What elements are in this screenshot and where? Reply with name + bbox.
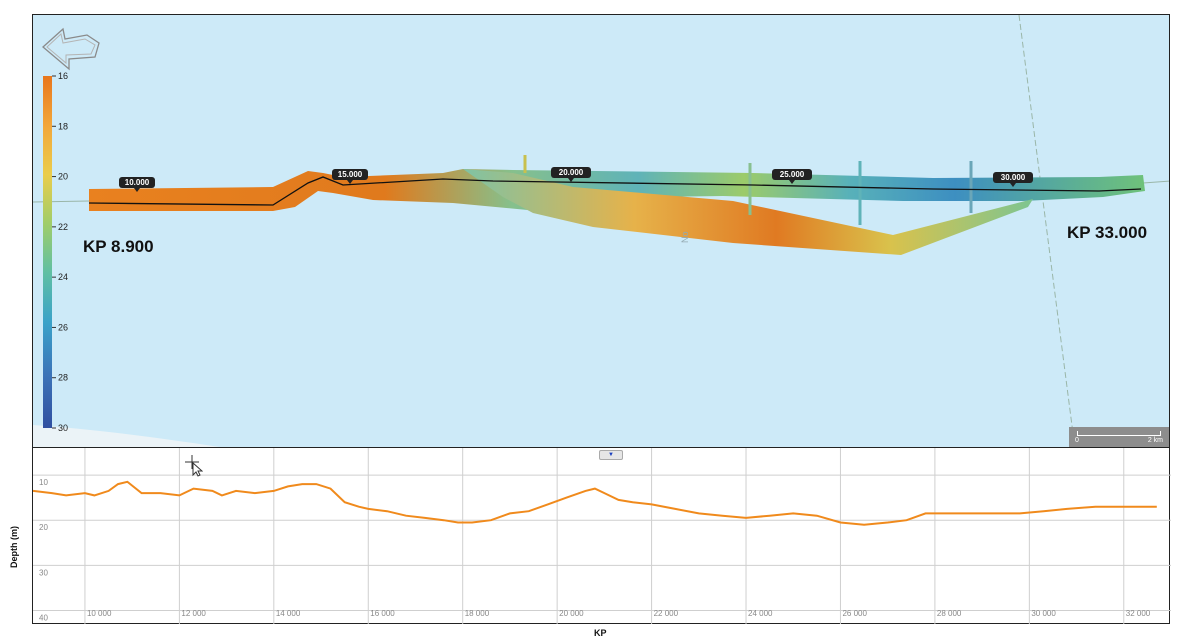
y-tick-label: 40: [39, 613, 48, 622]
map-view[interactable]: 10.000 15.000 20.000 25.000 30.000 No 16…: [32, 14, 1170, 448]
map-text: No: [680, 231, 690, 243]
kp-marker-label: 25.000: [780, 170, 805, 179]
kp-marker-label: 30.000: [1001, 173, 1026, 182]
legend-tick-label: 24: [58, 272, 68, 282]
x-tick-label: 24 000: [748, 609, 773, 618]
depth-legend: 16 18 20 22 24 26 28 30: [43, 71, 68, 433]
y-tick-label: 30: [39, 568, 48, 577]
kp-marker-label: 15.000: [338, 170, 363, 179]
scale-bar-start: 0: [1075, 437, 1079, 444]
kp-marker[interactable]: 20.000: [551, 167, 591, 182]
kp-marker[interactable]: 15.000: [332, 169, 368, 184]
survey-corridor: [88, 155, 1145, 255]
y-tick-label: 20: [39, 523, 48, 532]
scale-bar: 0 2 km: [1069, 427, 1169, 447]
x-tick-label: 20 000: [559, 609, 584, 618]
legend-tick-label: 16: [58, 71, 68, 81]
x-tick-label: 16 000: [370, 609, 395, 618]
x-tick-label: 14 000: [276, 609, 301, 618]
x-tick-label: 22 000: [654, 609, 679, 618]
back-arrow-icon[interactable]: [42, 27, 100, 71]
x-tick-label: 30 000: [1031, 609, 1056, 618]
depth-profile-panel[interactable]: ▼ 10 000 12 000 14 000 16 000 18 000 20 000 22…: [32, 448, 1171, 624]
legend-tick-label: 30: [58, 423, 68, 433]
y-axis-label: Depth (m): [9, 526, 19, 568]
kp-end-label: KP 33.000: [1067, 223, 1148, 242]
kp-marker-label: 20.000: [559, 168, 584, 177]
legend-tick-label: 20: [58, 172, 68, 182]
x-tick-label: 10 000: [87, 609, 112, 618]
kp-marker-label: 10.000: [125, 178, 150, 187]
x-axis-label: KP: [594, 628, 607, 638]
legend-tick-label: 26: [58, 322, 68, 332]
move-cursor-icon: [185, 455, 203, 477]
depth-profile-chart[interactable]: 10 000 12 000 14 000 16 000 18 000 20 000 22 0…: [33, 448, 1171, 624]
legend-tick-label: 28: [58, 373, 68, 383]
x-tick-label: 18 000: [465, 609, 490, 618]
kp-marker[interactable]: 25.000: [772, 169, 812, 184]
y-tick-label: 10: [39, 478, 48, 487]
x-tick-label: 28 000: [937, 609, 962, 618]
kp-marker[interactable]: 10.000: [119, 177, 155, 192]
depth-profile-line: [33, 480, 1157, 526]
map-canvas: 10.000 15.000 20.000 25.000 30.000 No 16…: [33, 15, 1169, 447]
kp-start-label: KP 8.900: [83, 237, 154, 256]
x-tick-label: 32 000: [1126, 609, 1151, 618]
x-tick-label: 12 000: [181, 609, 206, 618]
scale-bar-end: 2 km: [1147, 437, 1163, 444]
kp-marker[interactable]: 30.000: [993, 172, 1033, 187]
x-tick-label: 26 000: [842, 609, 867, 618]
legend-tick-label: 18: [58, 121, 68, 131]
collapse-panel-button[interactable]: ▼: [599, 450, 623, 460]
legend-tick-label: 22: [58, 222, 68, 232]
